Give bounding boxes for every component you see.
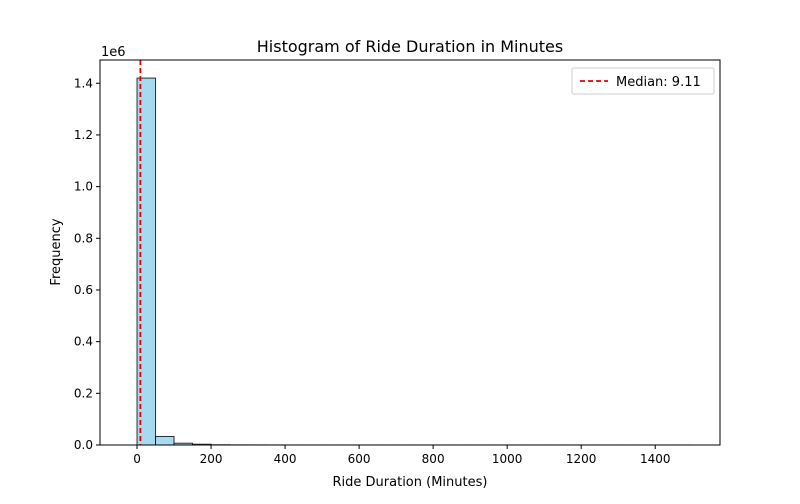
y-tick-label: 0.4 (74, 335, 93, 349)
x-tick-label: 200 (200, 452, 223, 466)
x-tick-label: 0 (133, 452, 141, 466)
y-tick-label: 0.2 (74, 386, 93, 400)
legend-label: Median: 9.11 (616, 75, 701, 90)
y-tick-label: 1.0 (74, 180, 93, 194)
x-tick-label: 1400 (640, 452, 671, 466)
y-axis-offset-label: 1e6 (101, 45, 126, 60)
histogram-bar (156, 436, 175, 445)
y-tick-label: 1.4 (74, 76, 93, 90)
y-tick-label: 0.0 (74, 438, 93, 452)
x-tick-label: 600 (348, 452, 371, 466)
x-tick-label: 400 (274, 452, 297, 466)
plot-area (100, 60, 720, 445)
y-tick-label: 0.8 (74, 231, 93, 245)
x-tick-label: 1200 (566, 452, 597, 466)
x-axis-label: Ride Duration (Minutes) (333, 475, 488, 490)
legend: Median: 9.11 (572, 68, 714, 94)
y-axis-label: Frequency (49, 218, 64, 285)
y-tick-label: 1.2 (74, 128, 93, 142)
x-tick-label: 800 (422, 452, 445, 466)
x-tick-label: 1000 (492, 452, 523, 466)
chart-title: Histogram of Ride Duration in Minutes (257, 37, 563, 56)
y-tick-label: 0.6 (74, 283, 93, 297)
